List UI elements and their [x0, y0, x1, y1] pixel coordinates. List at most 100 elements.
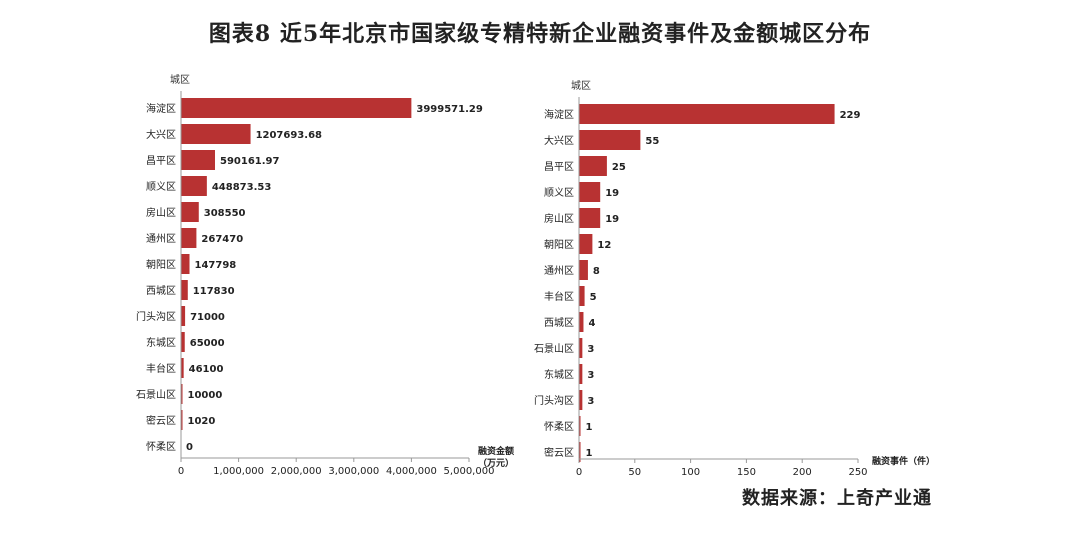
data-label: 65000: [190, 338, 225, 349]
y-axis-title: 城区: [170, 74, 190, 86]
bar: [579, 442, 581, 462]
data-label: 3: [587, 396, 594, 407]
bar: [181, 202, 199, 222]
bar: [181, 254, 190, 274]
data-label: 4: [588, 318, 595, 329]
bar: [579, 260, 588, 280]
category-label: 门头沟区: [136, 310, 176, 323]
bar: [579, 104, 835, 124]
x-tick-label: 150: [737, 467, 756, 478]
category-label: 西城区: [146, 285, 176, 297]
x-axis-title-unit: （万元）: [478, 458, 514, 469]
category-label: 昌平区: [544, 161, 574, 173]
bar: [181, 176, 207, 196]
category-label: 大兴区: [544, 134, 574, 147]
bar: [579, 364, 583, 384]
bar: [579, 390, 583, 410]
category-label: 门头沟区: [534, 394, 574, 407]
category-label: 大兴区: [146, 128, 176, 141]
data-label: 3: [587, 344, 594, 355]
x-tick-label: 3,000,000: [328, 466, 379, 477]
category-label: 石景山区: [534, 343, 574, 355]
data-label: 3: [587, 370, 594, 381]
data-label: 25: [612, 162, 626, 173]
category-label: 东城区: [146, 336, 176, 349]
data-label: 308550: [204, 208, 246, 219]
category-label: 怀柔区: [544, 421, 574, 433]
category-label: 昌平区: [146, 155, 176, 167]
x-axis-title: 融资金额: [478, 445, 514, 457]
category-label: 密云区: [544, 446, 574, 459]
category-label: 房山区: [146, 206, 176, 219]
x-tick-label: 100: [681, 467, 700, 478]
x-tick-label: 4,000,000: [386, 466, 437, 477]
x-tick-label: 2,000,000: [271, 466, 322, 477]
data-label: 117830: [193, 286, 235, 297]
x-tick-label: 50: [628, 467, 641, 478]
data-label: 590161.97: [220, 156, 280, 167]
bar: [579, 156, 607, 176]
figure-title: 图表8 近5年北京市国家级专精特新企业融资事件及金额城区分布: [208, 21, 872, 47]
data-label: 12: [597, 240, 611, 251]
data-label: 46100: [189, 364, 224, 375]
y-axis-title: 城区: [571, 80, 591, 92]
x-tick-label: 0: [576, 467, 582, 478]
category-label: 怀柔区: [146, 441, 176, 453]
data-label: 55: [645, 136, 659, 147]
category-label: 海淀区: [544, 108, 574, 121]
category-label: 丰台区: [544, 290, 574, 303]
category-label: 通州区: [544, 265, 574, 277]
category-label: 丰台区: [146, 362, 176, 375]
data-label: 448873.53: [212, 182, 272, 193]
x-axis-title: 融资事件（件）: [872, 455, 935, 467]
data-label: 267470: [201, 234, 243, 245]
data-label: 1: [586, 448, 593, 459]
bar: [579, 130, 641, 150]
x-tick-label: 5,000,000: [444, 466, 495, 477]
bar: [181, 150, 215, 170]
bar: [181, 306, 186, 326]
data-label: 1: [586, 422, 593, 433]
bar: [579, 338, 583, 358]
data-label: 0: [186, 442, 193, 453]
bar: [181, 280, 188, 300]
bar: [181, 410, 183, 430]
data-label: 71000: [190, 312, 225, 323]
bar: [181, 384, 183, 404]
x-tick-label: 1,000,000: [213, 466, 264, 477]
data-label: 1207693.68: [256, 130, 322, 141]
data-label: 147798: [195, 260, 237, 271]
bar: [181, 332, 185, 352]
bar: [579, 416, 581, 436]
category-label: 石景山区: [136, 389, 176, 401]
category-label: 朝阳区: [146, 259, 176, 271]
category-label: 通州区: [146, 233, 176, 245]
category-label: 西城区: [544, 317, 574, 329]
source-note: 数据来源：上奇产业通: [742, 488, 932, 509]
bar: [181, 124, 251, 144]
data-label: 3999571.29: [416, 104, 482, 115]
bar: [181, 98, 412, 118]
data-label: 5: [590, 292, 597, 303]
bar: [579, 182, 601, 202]
category-label: 房山区: [544, 212, 574, 225]
bar: [579, 208, 601, 228]
category-label: 密云区: [146, 414, 176, 427]
category-label: 东城区: [544, 368, 574, 381]
data-label: 10000: [188, 390, 223, 401]
data-label: 19: [605, 214, 619, 225]
data-label: 229: [840, 110, 861, 121]
x-tick-label: 0: [178, 466, 184, 477]
x-tick-label: 250: [848, 467, 867, 478]
x-tick-label: 200: [793, 467, 812, 478]
bar: [579, 286, 585, 306]
bar: [181, 358, 184, 378]
category-label: 顺义区: [544, 187, 574, 199]
data-label: 1020: [188, 416, 216, 427]
bar: [181, 228, 197, 248]
bar: [579, 234, 593, 254]
category-label: 朝阳区: [544, 239, 574, 251]
data-label: 19: [605, 188, 619, 199]
